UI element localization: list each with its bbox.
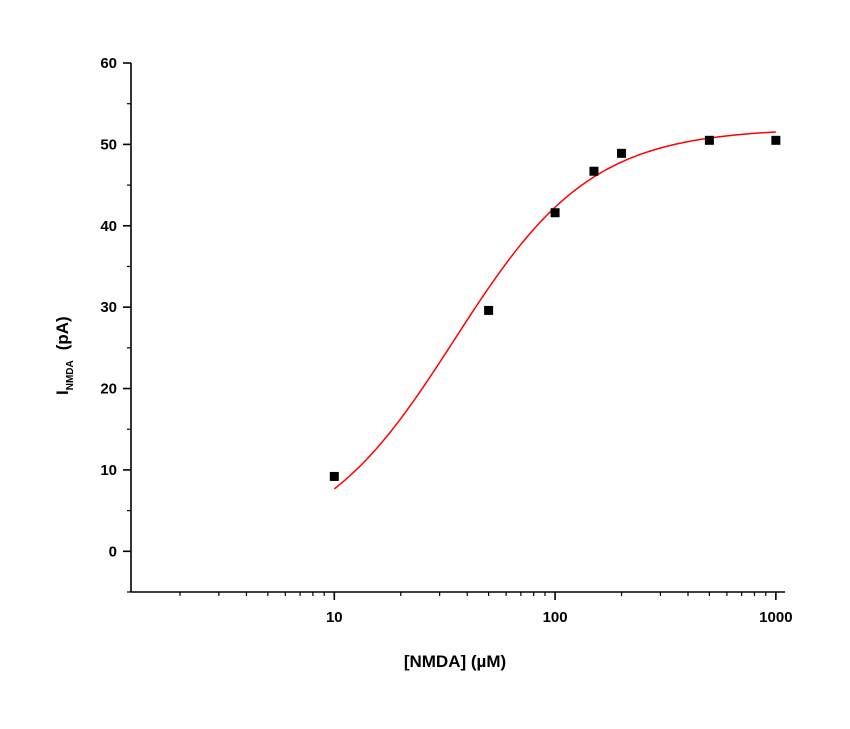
- y-tick-label: 40: [100, 218, 117, 235]
- data-point: [484, 305, 494, 315]
- plot-marks: [329, 131, 781, 490]
- y-axis-title: INMDA (pA): [53, 316, 76, 395]
- x-tick-label: 100: [543, 609, 568, 626]
- data-point: [589, 166, 599, 176]
- data-point: [617, 148, 627, 158]
- data-point: [329, 471, 339, 481]
- data-point: [771, 135, 781, 145]
- y-axis-title-main: I: [53, 390, 72, 395]
- axis-labels: [NMDA] (µM) INMDA (pA): [53, 316, 506, 671]
- x-tick-label: 10: [326, 609, 343, 626]
- y-tick-label: 30: [100, 299, 117, 316]
- axes: 0 10 20 30 40 50 60 10 100 1000: [100, 55, 792, 626]
- svg-text:INMDA(pA): INMDA (pA): [53, 316, 76, 395]
- y-tick-label: 50: [100, 136, 117, 153]
- fit-curve: [333, 131, 776, 490]
- y-axis-title-unit: (pA): [53, 316, 72, 350]
- data-point: [550, 208, 560, 218]
- x-axis-title: [NMDA] (µM): [404, 652, 506, 671]
- data-point: [704, 135, 714, 145]
- y-tick-label: 0: [109, 543, 117, 560]
- y-tick-label: 60: [100, 55, 117, 72]
- x-tick-label: 1000: [759, 609, 792, 626]
- y-tick-label: 10: [100, 462, 117, 479]
- y-axis-title-subscript: NMDA: [65, 360, 76, 390]
- y-tick-label: 20: [100, 381, 117, 398]
